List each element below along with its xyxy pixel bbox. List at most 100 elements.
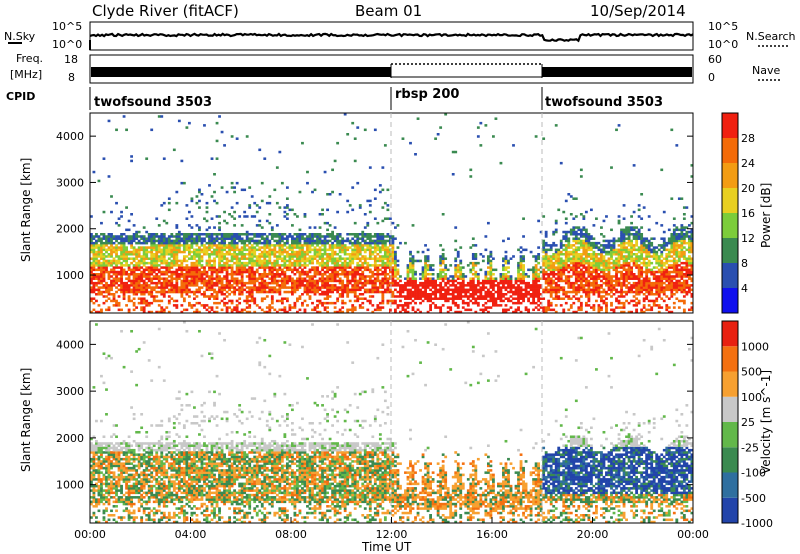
heatmap-cell bbox=[293, 246, 297, 249]
heatmap-cell bbox=[537, 255, 541, 258]
heatmap-cell bbox=[499, 297, 503, 300]
heatmap-cell bbox=[127, 268, 131, 272]
heatmap-cell bbox=[587, 270, 591, 274]
heatmap-cell bbox=[180, 275, 184, 278]
heatmap-cell bbox=[625, 261, 628, 265]
heatmap-cell bbox=[444, 268, 448, 272]
heatmap-cell bbox=[333, 253, 337, 256]
heatmap-cell bbox=[311, 290, 314, 294]
heatmap-cell bbox=[587, 259, 591, 263]
heatmap-cell bbox=[240, 310, 244, 314]
heatmap-cell bbox=[228, 266, 231, 269]
heatmap-cell bbox=[504, 281, 508, 285]
heatmap-cell bbox=[343, 288, 347, 292]
heatmap-cell bbox=[235, 279, 239, 283]
heatmap-cell bbox=[280, 181, 284, 185]
heatmap-cell bbox=[622, 257, 626, 260]
heatmap-cell bbox=[248, 259, 252, 263]
heatmap-cell bbox=[532, 299, 536, 303]
heatmap-cell bbox=[245, 237, 249, 240]
station-title: Clyde River (fitACF) bbox=[92, 2, 239, 20]
heatmap-cell bbox=[198, 264, 201, 267]
heatmap-cell bbox=[250, 286, 254, 289]
heatmap-cell bbox=[127, 266, 131, 269]
heatmap-cell bbox=[288, 233, 292, 236]
heatmap-cell bbox=[409, 295, 412, 298]
heatmap-cell bbox=[326, 259, 329, 263]
heatmap-cell bbox=[507, 277, 510, 280]
heatmap-cell bbox=[125, 286, 128, 289]
heatmap-cell bbox=[263, 286, 267, 289]
heatmap-cell bbox=[605, 284, 608, 287]
heatmap-cell bbox=[617, 270, 621, 274]
heatmap-cell bbox=[401, 137, 405, 140]
heatmap-cell bbox=[627, 261, 631, 265]
heatmap-cell bbox=[386, 286, 390, 289]
heatmap-cell bbox=[157, 270, 161, 274]
heatmap-cell bbox=[361, 244, 365, 247]
heatmap-cell bbox=[391, 244, 395, 247]
heatmap-cell bbox=[371, 286, 375, 289]
heatmap-cell bbox=[140, 293, 144, 296]
heatmap-cell bbox=[132, 301, 136, 305]
heatmap-cell bbox=[185, 288, 189, 292]
heatmap-cell bbox=[306, 253, 309, 256]
heatmap-cell bbox=[411, 255, 415, 258]
heatmap-cell bbox=[285, 299, 289, 303]
heatmap-cell bbox=[301, 277, 304, 280]
heatmap-cell bbox=[572, 264, 576, 267]
heatmap-cell bbox=[557, 253, 561, 256]
heatmap-cell bbox=[170, 286, 174, 289]
heatmap-cell bbox=[343, 113, 347, 116]
heatmap-cell bbox=[419, 310, 422, 314]
heatmap-cell bbox=[255, 257, 259, 260]
heatmap-cell bbox=[534, 266, 538, 269]
heatmap-cell bbox=[210, 266, 214, 269]
heatmap-cell bbox=[620, 239, 623, 243]
heatmap-cell bbox=[220, 286, 224, 289]
heatmap-cell bbox=[243, 253, 247, 256]
heatmap-cell bbox=[512, 293, 515, 296]
heatmap-cell bbox=[203, 284, 206, 287]
heatmap-cell bbox=[220, 290, 224, 294]
heatmap-cell bbox=[577, 259, 581, 263]
heatmap-cell bbox=[160, 241, 164, 245]
heatmap-cell bbox=[220, 233, 224, 236]
heatmap-cell bbox=[215, 237, 219, 240]
heatmap-cell bbox=[303, 233, 307, 236]
heatmap-cell bbox=[147, 284, 151, 287]
heatmap-cell bbox=[351, 237, 355, 240]
heatmap-cell bbox=[208, 241, 211, 245]
heatmap-cell bbox=[145, 257, 149, 260]
heatmap-cell bbox=[265, 250, 269, 254]
heatmap-cell bbox=[386, 239, 390, 243]
heatmap-cell bbox=[122, 237, 126, 240]
heatmap-cell bbox=[187, 244, 191, 247]
heatmap-cell bbox=[404, 310, 407, 314]
heatmap-cell bbox=[220, 246, 224, 249]
heatmap-cell bbox=[414, 281, 417, 285]
freq-bar-right bbox=[542, 67, 692, 77]
heatmap-cell bbox=[341, 293, 345, 296]
heatmap-cell bbox=[376, 241, 380, 245]
heatmap-cell bbox=[368, 199, 372, 203]
heatmap-cell bbox=[283, 308, 287, 312]
heatmap-cell bbox=[404, 277, 407, 280]
heatmap-cell bbox=[112, 259, 116, 263]
heatmap-cell bbox=[544, 310, 548, 314]
heatmap-cell bbox=[564, 246, 568, 249]
heatmap-cell bbox=[235, 241, 239, 245]
heatmap-cell bbox=[569, 281, 573, 285]
heatmap-cell bbox=[150, 270, 154, 274]
heatmap-cell bbox=[100, 233, 103, 236]
heatmap-cell bbox=[338, 255, 342, 258]
heatmap-cell bbox=[522, 268, 525, 272]
heatmap-cell bbox=[361, 239, 365, 243]
heatmap-cell bbox=[454, 226, 458, 229]
heatmap-cell bbox=[331, 233, 335, 236]
heatmap-cell bbox=[579, 288, 583, 292]
heatmap-cell bbox=[358, 237, 362, 240]
heatmap-cell bbox=[100, 268, 103, 272]
heatmap-cell bbox=[589, 273, 593, 276]
heatmap-cell bbox=[542, 268, 546, 272]
